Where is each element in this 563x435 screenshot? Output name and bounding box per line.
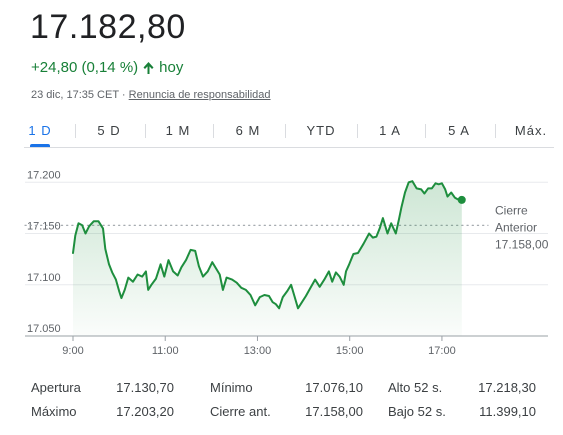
stat-label-52w-high: Alto 52 s.: [388, 380, 443, 395]
tab-6m[interactable]: 6 M: [235, 123, 261, 138]
tabs-divider-line: [24, 147, 554, 148]
quote-timestamp: 23 dic, 17:35 CET: [31, 89, 119, 101]
current-price: 17.182,80: [30, 8, 186, 46]
previous-close-value: 17.158,00: [495, 237, 549, 251]
tab-divider: [285, 124, 286, 138]
stat-label-high: Máximo: [31, 404, 77, 419]
tab-divider: [425, 124, 426, 138]
y-tick-label: 17.200: [27, 169, 61, 181]
stat-value-open: 17.130,70: [116, 380, 174, 395]
price-line: [72, 180, 463, 310]
current-price-dot: [457, 195, 466, 204]
stat-value-high: 17.203,20: [116, 404, 174, 419]
price-change: +24,80 (0,14 %) hoy: [31, 59, 183, 76]
active-tab-indicator: [30, 144, 50, 147]
tab-divider: [495, 124, 496, 138]
stat-value-prev-close: 17.158,00: [305, 404, 363, 419]
range-tabs: 1 D 5 D 1 M 6 M YTD 1 A 5 A Máx.: [24, 117, 554, 149]
y-tick-label: 17.050: [27, 323, 61, 335]
tab-divider: [145, 124, 146, 138]
tab-5a[interactable]: 5 A: [448, 123, 470, 138]
x-tick-label: 9:00: [62, 345, 83, 357]
x-tick-label: 17:00: [428, 345, 456, 357]
tab-ytd[interactable]: YTD: [306, 123, 336, 138]
price-change-value: +24,80 (0,14 %): [31, 59, 139, 76]
price-area-fill: [73, 181, 462, 336]
stat-value-52w-low: 11.399,10: [479, 404, 536, 419]
price-chart[interactable]: 17.050 17.100 17.150 17.200 9:00 11:00 13:00 15…: [0, 155, 563, 365]
stat-value-low: 17.076,10: [305, 380, 363, 395]
y-tick-label: 17.100: [27, 272, 61, 284]
stat-label-low: Mínimo: [210, 380, 253, 395]
previous-close-label: Cierre: [495, 203, 528, 217]
x-tick-label: 13:00: [244, 345, 272, 357]
stat-label-open: Apertura: [31, 380, 81, 395]
x-tick-label: 11:00: [152, 345, 179, 357]
tab-divider: [75, 124, 76, 138]
tab-1a[interactable]: 1 A: [379, 123, 401, 138]
tab-5d[interactable]: 5 D: [97, 123, 121, 138]
tab-divider: [213, 124, 214, 138]
stat-value-52w-high: 17.218,30: [478, 380, 536, 395]
stat-label-52w-low: Bajo 52 s.: [388, 404, 446, 419]
arrow-up-icon: [143, 61, 154, 74]
x-tick-label: 15:00: [336, 345, 364, 357]
quote-meta: 23 dic, 17:35 CET · Renuncia de responsa…: [31, 89, 271, 101]
tab-1d[interactable]: 1 D: [28, 123, 52, 138]
meta-separator: ·: [121, 89, 126, 101]
previous-close-label: Anterior: [495, 220, 537, 234]
price-change-period: hoy: [159, 59, 184, 76]
tab-divider: [357, 124, 358, 138]
tab-max[interactable]: Máx.: [514, 123, 548, 138]
disclaimer-link[interactable]: Renuncia de responsabilidad: [128, 89, 271, 101]
tab-1m[interactable]: 1 M: [165, 123, 191, 138]
y-tick-label: 17.150: [27, 221, 61, 233]
stat-label-prev-close: Cierre ant.: [210, 404, 271, 419]
